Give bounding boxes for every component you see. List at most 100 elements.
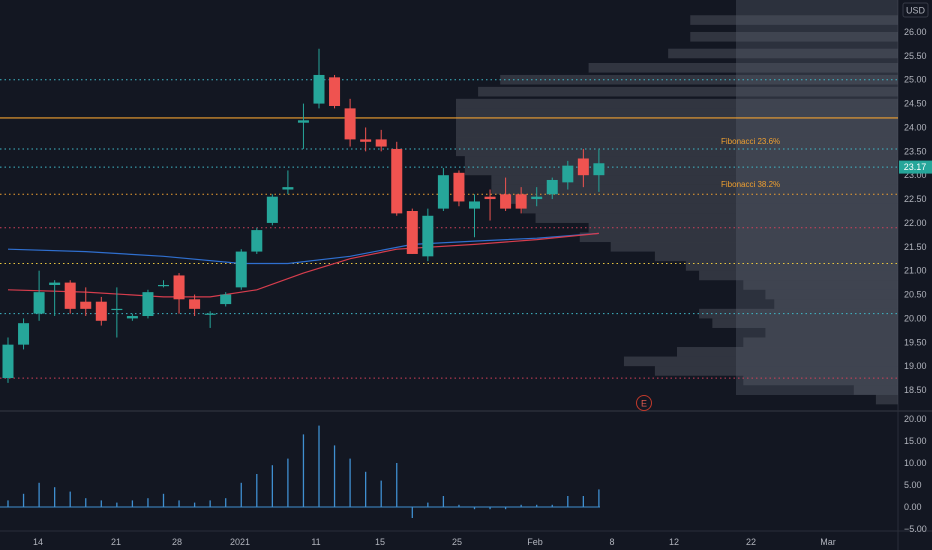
volume-profile-bar [654, 366, 898, 376]
volume-profile-bar [478, 86, 898, 97]
candle-body [18, 323, 30, 345]
candle[interactable] [422, 208, 434, 262]
candle-body [173, 275, 185, 300]
price-tick-label: 24.50 [904, 99, 927, 109]
candle-body [95, 301, 107, 321]
volume-profile-bar [654, 251, 898, 262]
price-tick-label: 25.00 [904, 75, 927, 85]
volume-profile-bar [456, 108, 898, 118]
candle-body [297, 120, 309, 123]
candle[interactable] [189, 294, 201, 317]
volume-profile-bar [456, 98, 898, 109]
volume-profile-bar [699, 308, 898, 319]
candle-body [266, 196, 278, 223]
candle[interactable] [142, 289, 154, 319]
candle-body [220, 294, 232, 305]
current-price-badge [899, 160, 932, 174]
time-axis[interactable]: 14 21 28 2021 11 15 25 Feb 8 12 22 Mar [33, 537, 836, 547]
price-tick-label: 22.00 [904, 218, 927, 228]
time-tick-label: 28 [172, 537, 182, 547]
volume-profile-bar [456, 117, 898, 128]
candle[interactable] [329, 74, 341, 109]
candle-body [562, 165, 574, 183]
candle-body [142, 292, 154, 317]
candle[interactable] [562, 160, 574, 190]
candle[interactable] [437, 168, 449, 211]
price-tick-label: 19.50 [904, 337, 927, 347]
candle[interactable] [49, 280, 61, 317]
time-tick-label: 25 [452, 537, 462, 547]
price-axis[interactable]: USD 26.0025.5025.0024.5024.0023.5023.002… [899, 2, 932, 395]
volume-pane[interactable] [0, 412, 898, 530]
time-tick-label: 11 [311, 537, 320, 547]
price-tick-label: 26.00 [904, 27, 927, 37]
volume-profile-bar [500, 74, 898, 85]
currency-badge[interactable] [902, 2, 929, 18]
candle[interactable] [266, 194, 278, 226]
time-tick-label: Feb [527, 537, 543, 547]
candle[interactable] [220, 292, 232, 307]
volume-profile-bar [765, 327, 898, 338]
candle[interactable] [313, 48, 325, 109]
candle[interactable] [173, 273, 185, 314]
candle[interactable] [344, 98, 356, 147]
candle[interactable] [235, 249, 247, 290]
candle[interactable] [515, 187, 527, 214]
candle[interactable] [297, 103, 309, 149]
candle[interactable] [360, 127, 372, 152]
candle-body [593, 163, 605, 176]
candle-body [453, 172, 465, 202]
moving-average-blue[interactable] [7, 232, 599, 265]
candle[interactable] [406, 208, 418, 254]
candle[interactable] [577, 148, 589, 188]
time-tick-label: 14 [33, 537, 43, 547]
earnings-marker[interactable]: E [636, 395, 652, 411]
time-tick-label: Mar [820, 537, 836, 547]
candle[interactable] [158, 280, 169, 288]
candle[interactable] [375, 129, 387, 152]
volume-profile-bar [743, 280, 898, 290]
candle-body [282, 187, 294, 190]
volume-profile-bar [464, 156, 898, 166]
volume-axis[interactable]: 20.00 15.00 10.00 5.00 0.00 −5.00 [904, 414, 927, 534]
candle[interactable] [126, 313, 138, 321]
candle[interactable] [204, 311, 216, 328]
candle[interactable] [500, 177, 512, 211]
candle-body [251, 230, 263, 252]
candle[interactable] [453, 170, 465, 207]
candle[interactable] [593, 148, 605, 192]
volume-bars [0, 425, 600, 518]
volume-profile-bar [875, 394, 898, 405]
earnings-marker-label: E [641, 399, 647, 409]
candle-body [33, 292, 45, 314]
candle[interactable] [546, 177, 558, 200]
candle[interactable] [282, 170, 294, 195]
candle[interactable] [469, 194, 480, 238]
candle-body [500, 194, 512, 209]
earnings-icon[interactable] [636, 395, 652, 411]
candle[interactable] [111, 287, 123, 338]
candle-body [80, 301, 92, 309]
candle[interactable] [391, 141, 403, 216]
candle[interactable] [18, 318, 30, 350]
fibonacci-23-label: Fibonacci 23.6% [721, 137, 780, 146]
candle[interactable] [484, 189, 496, 221]
candle[interactable] [95, 296, 107, 326]
volume-profile-bar [579, 232, 898, 243]
moving-average-red[interactable] [7, 232, 599, 298]
candle-body [344, 108, 356, 140]
candle-body [313, 74, 325, 104]
price-tick-label: 23.50 [904, 146, 927, 156]
candle[interactable] [64, 280, 76, 314]
candle[interactable] [2, 337, 14, 383]
candle-body [2, 344, 14, 379]
candle[interactable] [531, 187, 543, 207]
candle[interactable] [33, 270, 45, 321]
volume-profile-bar [456, 146, 898, 157]
volume-profile-bar [743, 375, 898, 386]
volume-profile-bar [464, 165, 898, 176]
candle[interactable] [251, 227, 263, 254]
candle[interactable] [80, 287, 92, 317]
